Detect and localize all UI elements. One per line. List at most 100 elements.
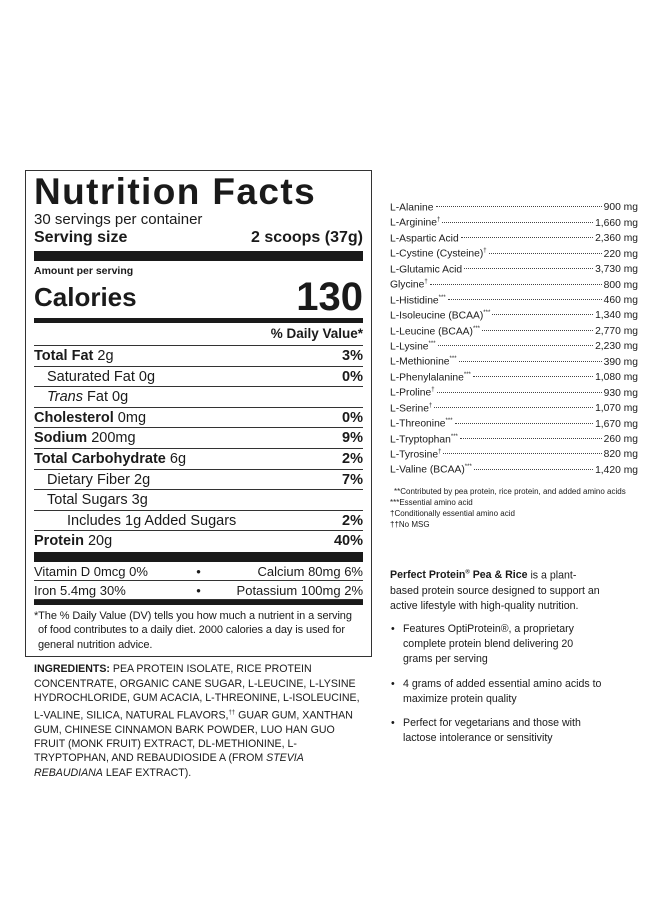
amino-acid-row: L-Arginine† 1,660 mg: [390, 213, 638, 228]
vitamin-left: Vitamin D 0mcg 0%: [34, 563, 148, 579]
amino-acid-label: L-Phenylalanine: [390, 372, 464, 384]
nutrient-daily-value: 3%: [342, 348, 363, 364]
nutrient-name-amount: Saturated Fat 0g: [34, 367, 155, 387]
amino-acid-row: Glycine† 800 mg: [390, 275, 638, 290]
amino-acid-name: L-Tyrosine†: [390, 445, 441, 463]
dot-leader: [488, 252, 602, 254]
nutrient-row: Protein 20g 40%: [34, 531, 363, 552]
divider-thick: [34, 551, 363, 562]
dot-leader: [458, 360, 602, 362]
amino-acid-mark: †: [431, 387, 435, 394]
amino-acid-mark: ***: [428, 340, 436, 347]
nutrient-row: Saturated Fat 0g 0%: [34, 367, 363, 388]
dot-leader: [472, 376, 594, 378]
amino-acid-row: L-Valine (BCAA)*** 1,420 mg: [390, 460, 638, 475]
dot-leader: [492, 314, 594, 316]
footnote: **Contributed by pea protein, rice prote…: [394, 486, 626, 496]
amino-acid-value: 460 mg: [603, 295, 638, 307]
amino-acid-mark: ***: [463, 371, 471, 378]
daily-value-footnote: *The % Daily Value (DV) tells you how mu…: [34, 609, 352, 651]
calories-label: Calories: [34, 282, 137, 312]
dot-leader: [473, 468, 594, 470]
nutrient-name-amount: Trans Fat 0g: [34, 387, 128, 407]
amino-acid-mark: ***: [464, 464, 472, 471]
amino-acid-name: L-Proline†: [390, 383, 435, 401]
amino-acid-value: 1,420 mg: [595, 464, 638, 476]
nutrient-name-amount: Total Fat 2g: [34, 346, 114, 366]
dot-leader: [454, 422, 594, 424]
amino-acid-row: L-Serine† 1,070 mg: [390, 399, 638, 414]
amino-acid-row: L-Threonine*** 1,670 mg: [390, 414, 638, 429]
vitamin-list: Vitamin D 0mcg 0% • Calcium 80mg 6% Iron 5.…: [34, 562, 363, 600]
amino-acid-mark: ***: [483, 310, 491, 317]
bullet-icon: •: [196, 582, 201, 598]
nutrient-name: Saturated Fat: [47, 368, 135, 385]
nutrient-name: Includes 1g Added Sugars: [67, 512, 237, 529]
vitamin-row: Vitamin D 0mcg 0% • Calcium 80mg 6%: [34, 562, 363, 581]
amino-acid-name: L-Alanine: [390, 198, 434, 216]
serving-size-label: Serving size: [34, 229, 128, 246]
divider-medium: [34, 599, 363, 605]
amino-acid-label: L-Tryptophan: [390, 433, 451, 445]
footnote: ††No MSG: [390, 519, 430, 529]
calories-value: 130: [296, 275, 363, 319]
amino-acid-row: L-Tryptophan*** 260 mg: [390, 430, 638, 445]
dot-leader: [460, 237, 594, 239]
amino-acid-mark: ***: [450, 433, 458, 440]
amino-acid-label: L-Aspartic Acid: [390, 233, 459, 245]
amino-acid-row: L-Methionine*** 390 mg: [390, 352, 638, 367]
label-title: Nutrition Facts: [34, 171, 317, 212]
amino-acid-name: L-Isoleucine (BCAA)***: [390, 306, 490, 324]
nutrient-name: Total Sugars: [47, 492, 128, 509]
nutrient-amount: 3g: [131, 492, 148, 509]
nutrient-name-amount: Total Sugars 3g: [34, 490, 148, 510]
amino-acid-label: L-Valine (BCAA): [390, 464, 465, 476]
vitamin-left: Iron 5.4mg 30%: [34, 582, 126, 598]
registered-mark: ®: [465, 569, 470, 576]
nutrient-row: Total Carbohydrate 6g 2%: [34, 449, 363, 470]
amino-acid-name: L-Aspartic Acid: [390, 229, 459, 247]
amino-acid-row: L-Isoleucine (BCAA)*** 1,340 mg: [390, 306, 638, 321]
amino-acid-label: L-Leucine (BCAA): [390, 325, 473, 337]
divider-thick: [34, 251, 363, 261]
amino-acid-value: 3,730 mg: [595, 264, 638, 276]
product-description: Perfect Protein® Pea & Rice is a plant-b…: [390, 566, 605, 747]
amino-acid-row: L-Aspartic Acid 2,360 mg: [390, 229, 638, 244]
amino-acid-name: L-Threonine***: [390, 414, 453, 432]
amino-acid-mark: ***: [472, 325, 480, 332]
dot-leader: [482, 329, 594, 331]
nutrient-amount: 2g: [97, 348, 114, 364]
nutrient-row: Trans Fat 0g: [34, 387, 363, 408]
amino-acid-label: L-Alanine: [390, 202, 434, 214]
serving-size-value: 2 scoops (37g): [250, 229, 363, 246]
footnote: ***Essential amino acid: [390, 497, 473, 507]
ingredients-text: GUAR GUM, XANTHAN GUM, CHINESE CINNAMON …: [34, 709, 353, 765]
amino-acid-value: 1,660 mg: [595, 217, 638, 229]
amino-acid-mark: ***: [445, 418, 453, 425]
nutrient-row: Total Fat 2g 3%: [34, 346, 363, 367]
brand-name: Perfect Protein® Pea & Rice: [390, 569, 528, 581]
nutrient-name: Cholesterol: [34, 409, 114, 426]
serving-size: Serving size 2 scoops (37g): [34, 228, 363, 247]
amino-acid-value: 820 mg: [603, 449, 638, 461]
nutrient-name-amount: Cholesterol 0mg: [34, 408, 146, 428]
nutrient-name-amount: Protein 20g: [34, 531, 112, 552]
amino-acid-name: L-Phenylalanine***: [390, 368, 471, 386]
amino-acid-row: L-Phenylalanine*** 1,080 mg: [390, 368, 638, 383]
feature-bullet: Features OptiProtein®, a proprietary com…: [390, 622, 605, 668]
amino-acid-label: L-Tyrosine: [390, 449, 439, 461]
nutrient-name: Dietary Fiber: [47, 471, 130, 488]
amino-acid-mark: ***: [449, 356, 457, 363]
right-column: L-Alanine 900 mg L-Arginine† 1,660 mg L-Aspa…: [390, 198, 638, 755]
ingredients: INGREDIENTS: PEA PROTEIN ISOLATE, RICE P…: [34, 662, 364, 780]
nutrient-name: Total Fat: [34, 348, 94, 364]
dot-leader: [435, 206, 602, 208]
amino-acid-label: L-Isoleucine (BCAA): [390, 310, 484, 322]
feature-list: Features OptiProtein®, a proprietary com…: [390, 622, 605, 746]
amino-acid-name: L-Serine†: [390, 399, 432, 417]
nutrient-amount: 2g: [134, 471, 151, 488]
amino-acid-name: L-Leucine (BCAA)***: [390, 322, 480, 340]
amino-acid-value: 1,070 mg: [595, 403, 638, 415]
brand-text: Pea & Rice: [469, 569, 528, 582]
ingredients-text: LEAF EXTRACT).: [102, 766, 192, 779]
